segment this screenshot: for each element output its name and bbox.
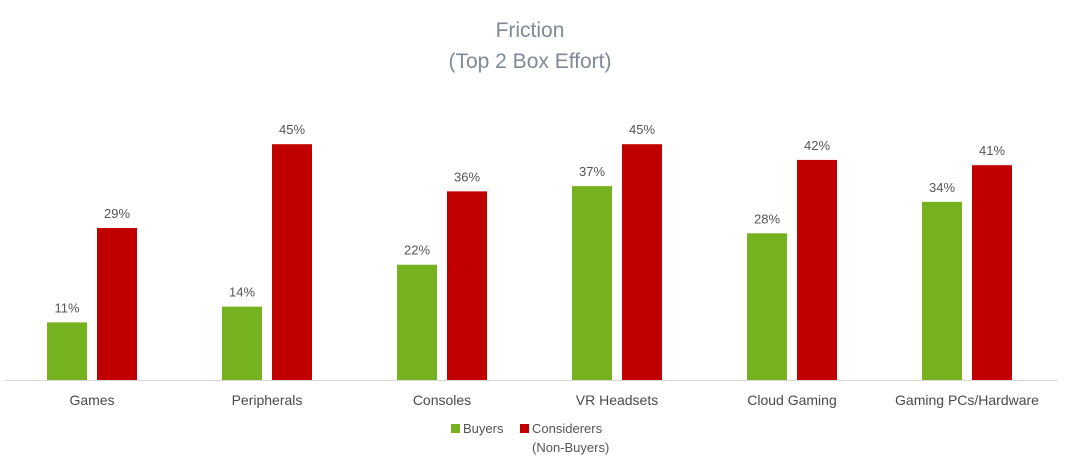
bar-considerers-2 xyxy=(447,191,487,380)
data-label-buyers-1: 14% xyxy=(229,285,255,300)
bar-considerers-3 xyxy=(622,144,662,380)
bar-buyers-0 xyxy=(47,322,87,380)
data-label-considerers-5: 41% xyxy=(979,143,1005,158)
data-label-buyers-0: 11% xyxy=(54,300,79,315)
data-label-considerers-4: 42% xyxy=(804,138,830,153)
category-label-4: Cloud Gaming xyxy=(747,392,837,408)
value-labels-group: 11% 29% 14% 45% 22% 36% 37% 45% 28% 42% 34% 41% xyxy=(54,122,1005,315)
bar-buyers-3 xyxy=(572,186,612,380)
legend-swatch-buyers xyxy=(451,424,460,433)
category-label-2: Consoles xyxy=(413,392,471,408)
legend: Buyers Considerers (Non-Buyers) xyxy=(451,421,609,455)
category-label-1: Peripherals xyxy=(232,392,303,408)
category-label-3: VR Headsets xyxy=(576,392,658,408)
data-label-considerers-1: 45% xyxy=(279,122,305,137)
data-label-buyers-2: 22% xyxy=(404,243,430,258)
bar-buyers-2 xyxy=(397,264,437,380)
bar-considerers-4 xyxy=(797,159,837,380)
data-label-buyers-3: 37% xyxy=(579,164,605,179)
data-label-buyers-4: 28% xyxy=(754,211,780,226)
legend-label-considerers: Considerers xyxy=(532,421,603,436)
data-label-considerers-3: 45% xyxy=(629,122,655,137)
bar-buyers-5 xyxy=(922,201,962,380)
data-label-considerers-2: 36% xyxy=(454,169,480,184)
data-label-buyers-5: 34% xyxy=(929,180,955,195)
bar-considerers-5 xyxy=(972,165,1012,380)
legend-label-buyers: Buyers xyxy=(463,421,504,436)
bar-considerers-1 xyxy=(272,144,312,380)
legend-label-considerers-line2: (Non-Buyers) xyxy=(532,440,609,455)
chart-title: Friction xyxy=(496,19,565,42)
category-labels-group: Games Peripherals Consoles VR Headsets Cloud… xyxy=(69,392,1039,408)
legend-swatch-considerers xyxy=(520,424,529,433)
bar-considerers-0 xyxy=(97,228,137,380)
bars-group xyxy=(47,144,1012,380)
bar-buyers-4 xyxy=(747,233,787,380)
bar-buyers-1 xyxy=(222,306,262,380)
data-label-considerers-0: 29% xyxy=(104,206,130,221)
category-label-5: Gaming PCs/Hardware xyxy=(895,392,1039,408)
category-label-0: Games xyxy=(69,392,114,408)
chart-subtitle: (Top 2 Box Effort) xyxy=(448,50,611,73)
